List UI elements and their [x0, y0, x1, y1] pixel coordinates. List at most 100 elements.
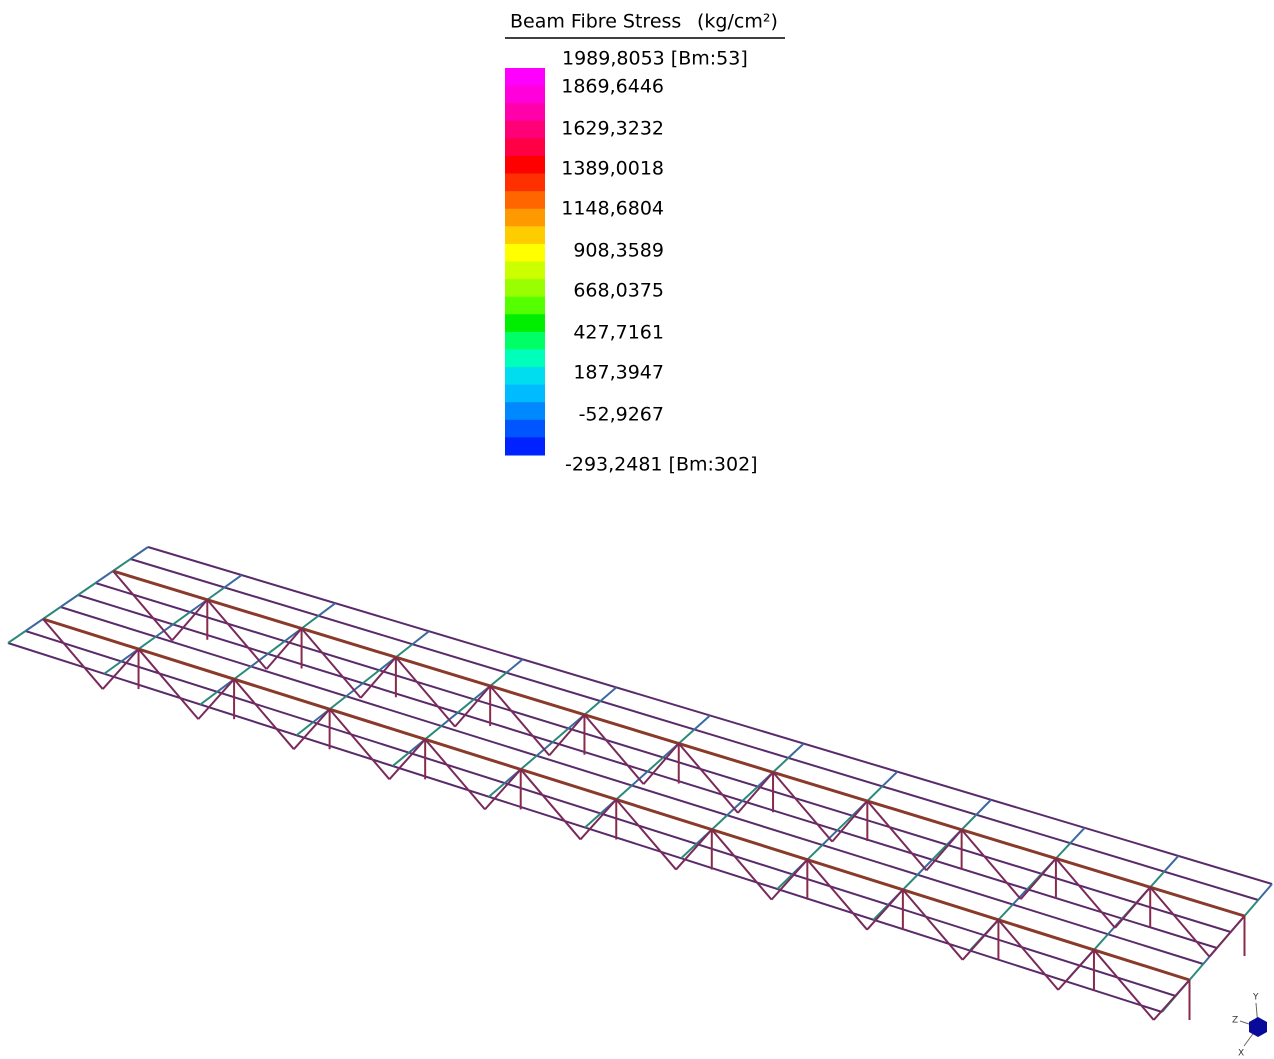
member [549, 715, 584, 756]
member [224, 575, 241, 587]
member [139, 637, 156, 649]
member [43, 607, 61, 619]
member [207, 587, 224, 599]
member [26, 619, 44, 631]
member [694, 716, 710, 730]
member [330, 696, 347, 709]
color-band [505, 156, 545, 174]
color-band [505, 121, 545, 139]
color-band [505, 209, 545, 227]
member [96, 571, 114, 583]
member [874, 905, 889, 920]
member [412, 631, 429, 644]
legend-label: 1389,0018 [561, 158, 664, 180]
color-band [505, 244, 545, 262]
member [396, 644, 413, 657]
member [1154, 980, 1190, 1020]
member [113, 559, 131, 571]
member [131, 547, 149, 559]
member [867, 786, 882, 801]
legend-labels: 1869,64461629,32321389,00181148,6804908,… [561, 76, 664, 426]
color-band [505, 86, 545, 104]
color-band [505, 437, 545, 455]
color-band [505, 297, 545, 315]
member [302, 616, 319, 629]
member [297, 722, 314, 735]
member [882, 772, 897, 787]
legend-label: -52,9267 [579, 404, 664, 426]
legend-label: 1148,6804 [561, 198, 664, 220]
member [932, 845, 947, 860]
color-band [505, 226, 545, 244]
color-band [505, 349, 545, 367]
member [644, 744, 679, 785]
member [485, 769, 521, 809]
member [318, 603, 335, 616]
legend-title: Beam Fibre Stress [510, 11, 681, 33]
triad-label: Z [1232, 1016, 1238, 1026]
member [600, 687, 616, 701]
member [425, 726, 441, 739]
member [616, 786, 632, 800]
member [773, 758, 788, 772]
legend-label: 668,0375 [573, 280, 664, 302]
member [1190, 964, 1204, 980]
member [777, 874, 792, 889]
member [1209, 916, 1244, 957]
color-band [505, 68, 545, 86]
legend-label: 908,3589 [573, 240, 664, 262]
member [1094, 934, 1108, 950]
member [1245, 900, 1259, 916]
member [1056, 843, 1070, 858]
member [458, 699, 474, 712]
member [788, 744, 803, 758]
color-band [505, 385, 545, 403]
color-band [505, 191, 545, 209]
color-band [505, 103, 545, 121]
color-band [505, 420, 545, 438]
member [363, 670, 380, 683]
color-bar [505, 68, 545, 456]
legend-min-label: -293,2481 [Bm:302] [565, 454, 758, 476]
color-band [505, 314, 545, 332]
member [807, 845, 822, 860]
color-band [505, 332, 545, 350]
member [976, 800, 991, 815]
member [1164, 856, 1178, 872]
member [676, 830, 712, 870]
member [506, 659, 522, 672]
structure-model [8, 547, 1272, 1020]
color-band [505, 367, 545, 385]
member [200, 692, 217, 705]
legend-label: 1869,6446 [561, 76, 664, 98]
member [832, 801, 867, 842]
viewport: Beam Fibre Stress (kg/cm²) 1989,8053 [Bm… [0, 0, 1274, 1059]
member [78, 583, 96, 595]
triad-label: X [1238, 1049, 1244, 1059]
legend-unit: (kg/cm²) [697, 11, 778, 33]
legend-label: 187,3947 [573, 362, 664, 384]
color-band [505, 138, 545, 156]
legend-label: 427,7161 [573, 322, 664, 344]
member [1258, 884, 1272, 900]
member [521, 756, 537, 770]
triad-label: Y [1252, 993, 1259, 1003]
color-band [505, 174, 545, 192]
member [61, 595, 79, 607]
member [389, 739, 425, 779]
member [712, 815, 727, 829]
member [8, 631, 26, 643]
member [998, 905, 1012, 920]
member [234, 667, 251, 680]
member [1150, 872, 1164, 888]
triad-cube [1249, 1017, 1267, 1037]
page: {"legend": {"title": "Beam Fibre Stress"… [0, 0, 1274, 1059]
color-band [505, 279, 545, 297]
member [962, 815, 977, 830]
member [679, 730, 695, 744]
member [738, 772, 773, 813]
member [490, 673, 506, 686]
member [580, 800, 616, 840]
color-band [505, 262, 545, 280]
member [584, 701, 600, 715]
